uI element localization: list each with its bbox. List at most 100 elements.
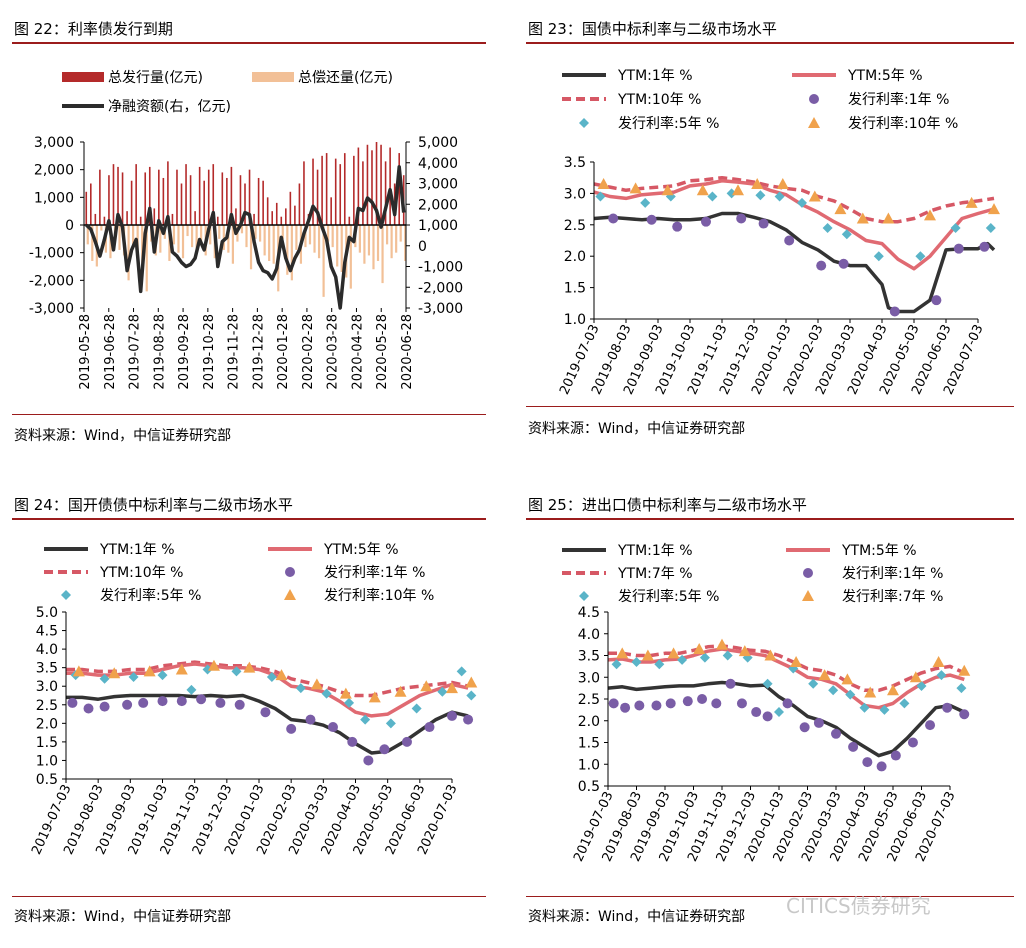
issue-rate-1y-point <box>608 698 619 709</box>
issue-rate-10y-point <box>465 676 478 688</box>
y-tick-label: 2.5 <box>578 692 600 708</box>
legend-issue1-label: 发行利率:1年 % <box>848 91 949 108</box>
issue-rate-5y-point <box>595 191 606 202</box>
y-tick-label: 5.0 <box>36 605 58 621</box>
issue-rate-5y-point <box>437 686 448 697</box>
issue-rate-5y-point <box>722 650 733 661</box>
issue-rate-10y-point <box>72 665 85 677</box>
issue-rate-1y-point <box>463 714 474 725</box>
issue-rate-1y-point <box>697 694 708 704</box>
issue-rate-10y-point <box>394 685 407 697</box>
series-line-ytm5 <box>607 647 965 710</box>
issue-rate-7y-point <box>764 649 777 661</box>
issue-rate-10y-point <box>834 203 847 215</box>
chart-treasury-rates: YTM:1年 % YTM:5年 % YTM:10年 % 发行利率:1年 % 发行利率:5… <box>557 68 1000 397</box>
issue-rate-10y-point <box>446 682 458 694</box>
issue-rate-1y-point <box>196 694 207 705</box>
issue-rate-1y-point <box>672 221 683 232</box>
legend-issue-long-swatch <box>808 117 820 128</box>
legend-ytm1-label: YTM:1年 % <box>99 542 175 558</box>
issue-rate-1y-point <box>401 736 412 747</box>
issue-rate-5y-point <box>873 251 884 262</box>
y-tick-label: 3.5 <box>578 649 600 665</box>
issue-rate-10y-point <box>696 184 709 196</box>
issue-rate-5y-point <box>611 659 622 670</box>
issue-rate-7y-point <box>887 684 899 696</box>
issue-rate-1y-point <box>816 260 827 271</box>
y-tick-label-left: 1,000 <box>34 190 74 206</box>
x-tick-label: 2019-12-28 <box>251 314 266 390</box>
y-tick-label-right: -1,000 <box>418 260 463 276</box>
issue-rate-5y-point <box>186 684 197 695</box>
legend-ytm1-label: YTM:1年 % <box>617 543 693 559</box>
series-line-ytm1 <box>66 693 469 755</box>
source-rule <box>526 406 1014 407</box>
y-tick-label-right: 0 <box>418 239 427 255</box>
issue-rate-1y-point <box>646 214 657 225</box>
issue-rate-1y-point <box>889 306 900 317</box>
issue-rate-5y-point <box>699 652 710 663</box>
y-tick-label: 3.5 <box>36 661 58 677</box>
issue-rate-1y-point <box>327 722 338 733</box>
issue-rate-5y-point <box>950 222 961 233</box>
watermark: CITICS债券研究 <box>786 894 931 918</box>
issue-rate-5y-point <box>640 197 651 208</box>
y-tick-label-right: 2,000 <box>418 197 458 213</box>
issue-rate-1y-point <box>736 213 747 224</box>
issue-rate-10y-point <box>856 212 869 224</box>
issue-rate-5y-point <box>295 683 306 694</box>
y-tick-label: 4.0 <box>578 627 600 643</box>
chart-issuance-maturity: 总发行量(亿元) 总偿还量(亿元) 净融资额(右，亿元) -3,000 -2,000 -1… <box>29 70 463 390</box>
issue-rate-1y-point <box>651 700 662 711</box>
legend-ytm1-label: YTM:1年 % <box>617 68 693 84</box>
x-tick-label: 2020-05-28 <box>375 314 390 390</box>
issue-rate-5y-point <box>774 707 784 718</box>
issue-rate-7y-point <box>818 669 831 681</box>
x-tick-label: 2020-04-28 <box>350 314 365 390</box>
issue-rate-1y-point <box>347 736 358 747</box>
source-rule <box>12 896 486 897</box>
y-tick-label: 1.5 <box>564 281 586 297</box>
issue-rate-10y-point <box>751 177 764 189</box>
issue-rate-1y-point <box>762 711 773 722</box>
issue-rate-7y-point <box>909 671 922 683</box>
issue-rate-1y-point <box>286 723 297 734</box>
legend-issue-long-swatch <box>802 590 814 601</box>
issue-rate-5y-point <box>828 685 839 696</box>
x-tick-label: 2019-07-28 <box>128 314 143 390</box>
issue-rate-1y-point <box>67 697 78 708</box>
panel-title: 图 25：进出口债中标利率与二级市场水平 <box>528 496 807 514</box>
issue-rate-10y-point <box>368 691 381 703</box>
legend-ytm5-label: YTM:5年 % <box>841 543 917 559</box>
series-line-net <box>85 165 406 310</box>
title-rule <box>12 42 486 44</box>
issue-rate-10y-point <box>988 203 1000 215</box>
issue-rate-1y-point <box>838 258 849 269</box>
issue-rate-5y-point <box>360 714 371 725</box>
series-line-ytm10 <box>593 175 995 224</box>
y-tick-label: 4.5 <box>578 605 600 621</box>
issue-rate-5y-point <box>859 702 870 713</box>
issue-rate-5y-point <box>822 222 833 233</box>
y-tick-label-left: -2,000 <box>29 273 74 289</box>
issue-rate-1y-point <box>782 698 793 709</box>
issue-rate-5y-point <box>899 698 910 709</box>
legend-issue-long-swatch <box>284 589 296 600</box>
legend-label-issuance: 总发行量(亿元) <box>108 70 203 86</box>
issue-rate-10y-point <box>420 680 433 692</box>
y-tick-label-left: 3,000 <box>34 135 74 151</box>
issue-rate-1y-point <box>876 761 887 772</box>
source-note: 资料来源：Wind，中信证券研究部 <box>14 428 232 444</box>
issue-rate-7y-point <box>790 656 803 668</box>
issue-rate-10y-point <box>629 182 642 194</box>
issue-rate-7y-point <box>958 664 971 676</box>
source-rule <box>12 414 486 415</box>
issue-rate-1y-point <box>907 737 918 748</box>
y-tick-label: 1.0 <box>36 753 58 769</box>
legend-issue5-swatch <box>61 590 71 600</box>
issue-rate-1y-point <box>176 696 187 707</box>
x-tick-label: 2020-01-28 <box>276 314 291 390</box>
issue-rate-1y-point <box>701 216 711 227</box>
issue-rate-5y-point <box>916 680 927 691</box>
issue-rate-1y-point <box>234 699 245 710</box>
